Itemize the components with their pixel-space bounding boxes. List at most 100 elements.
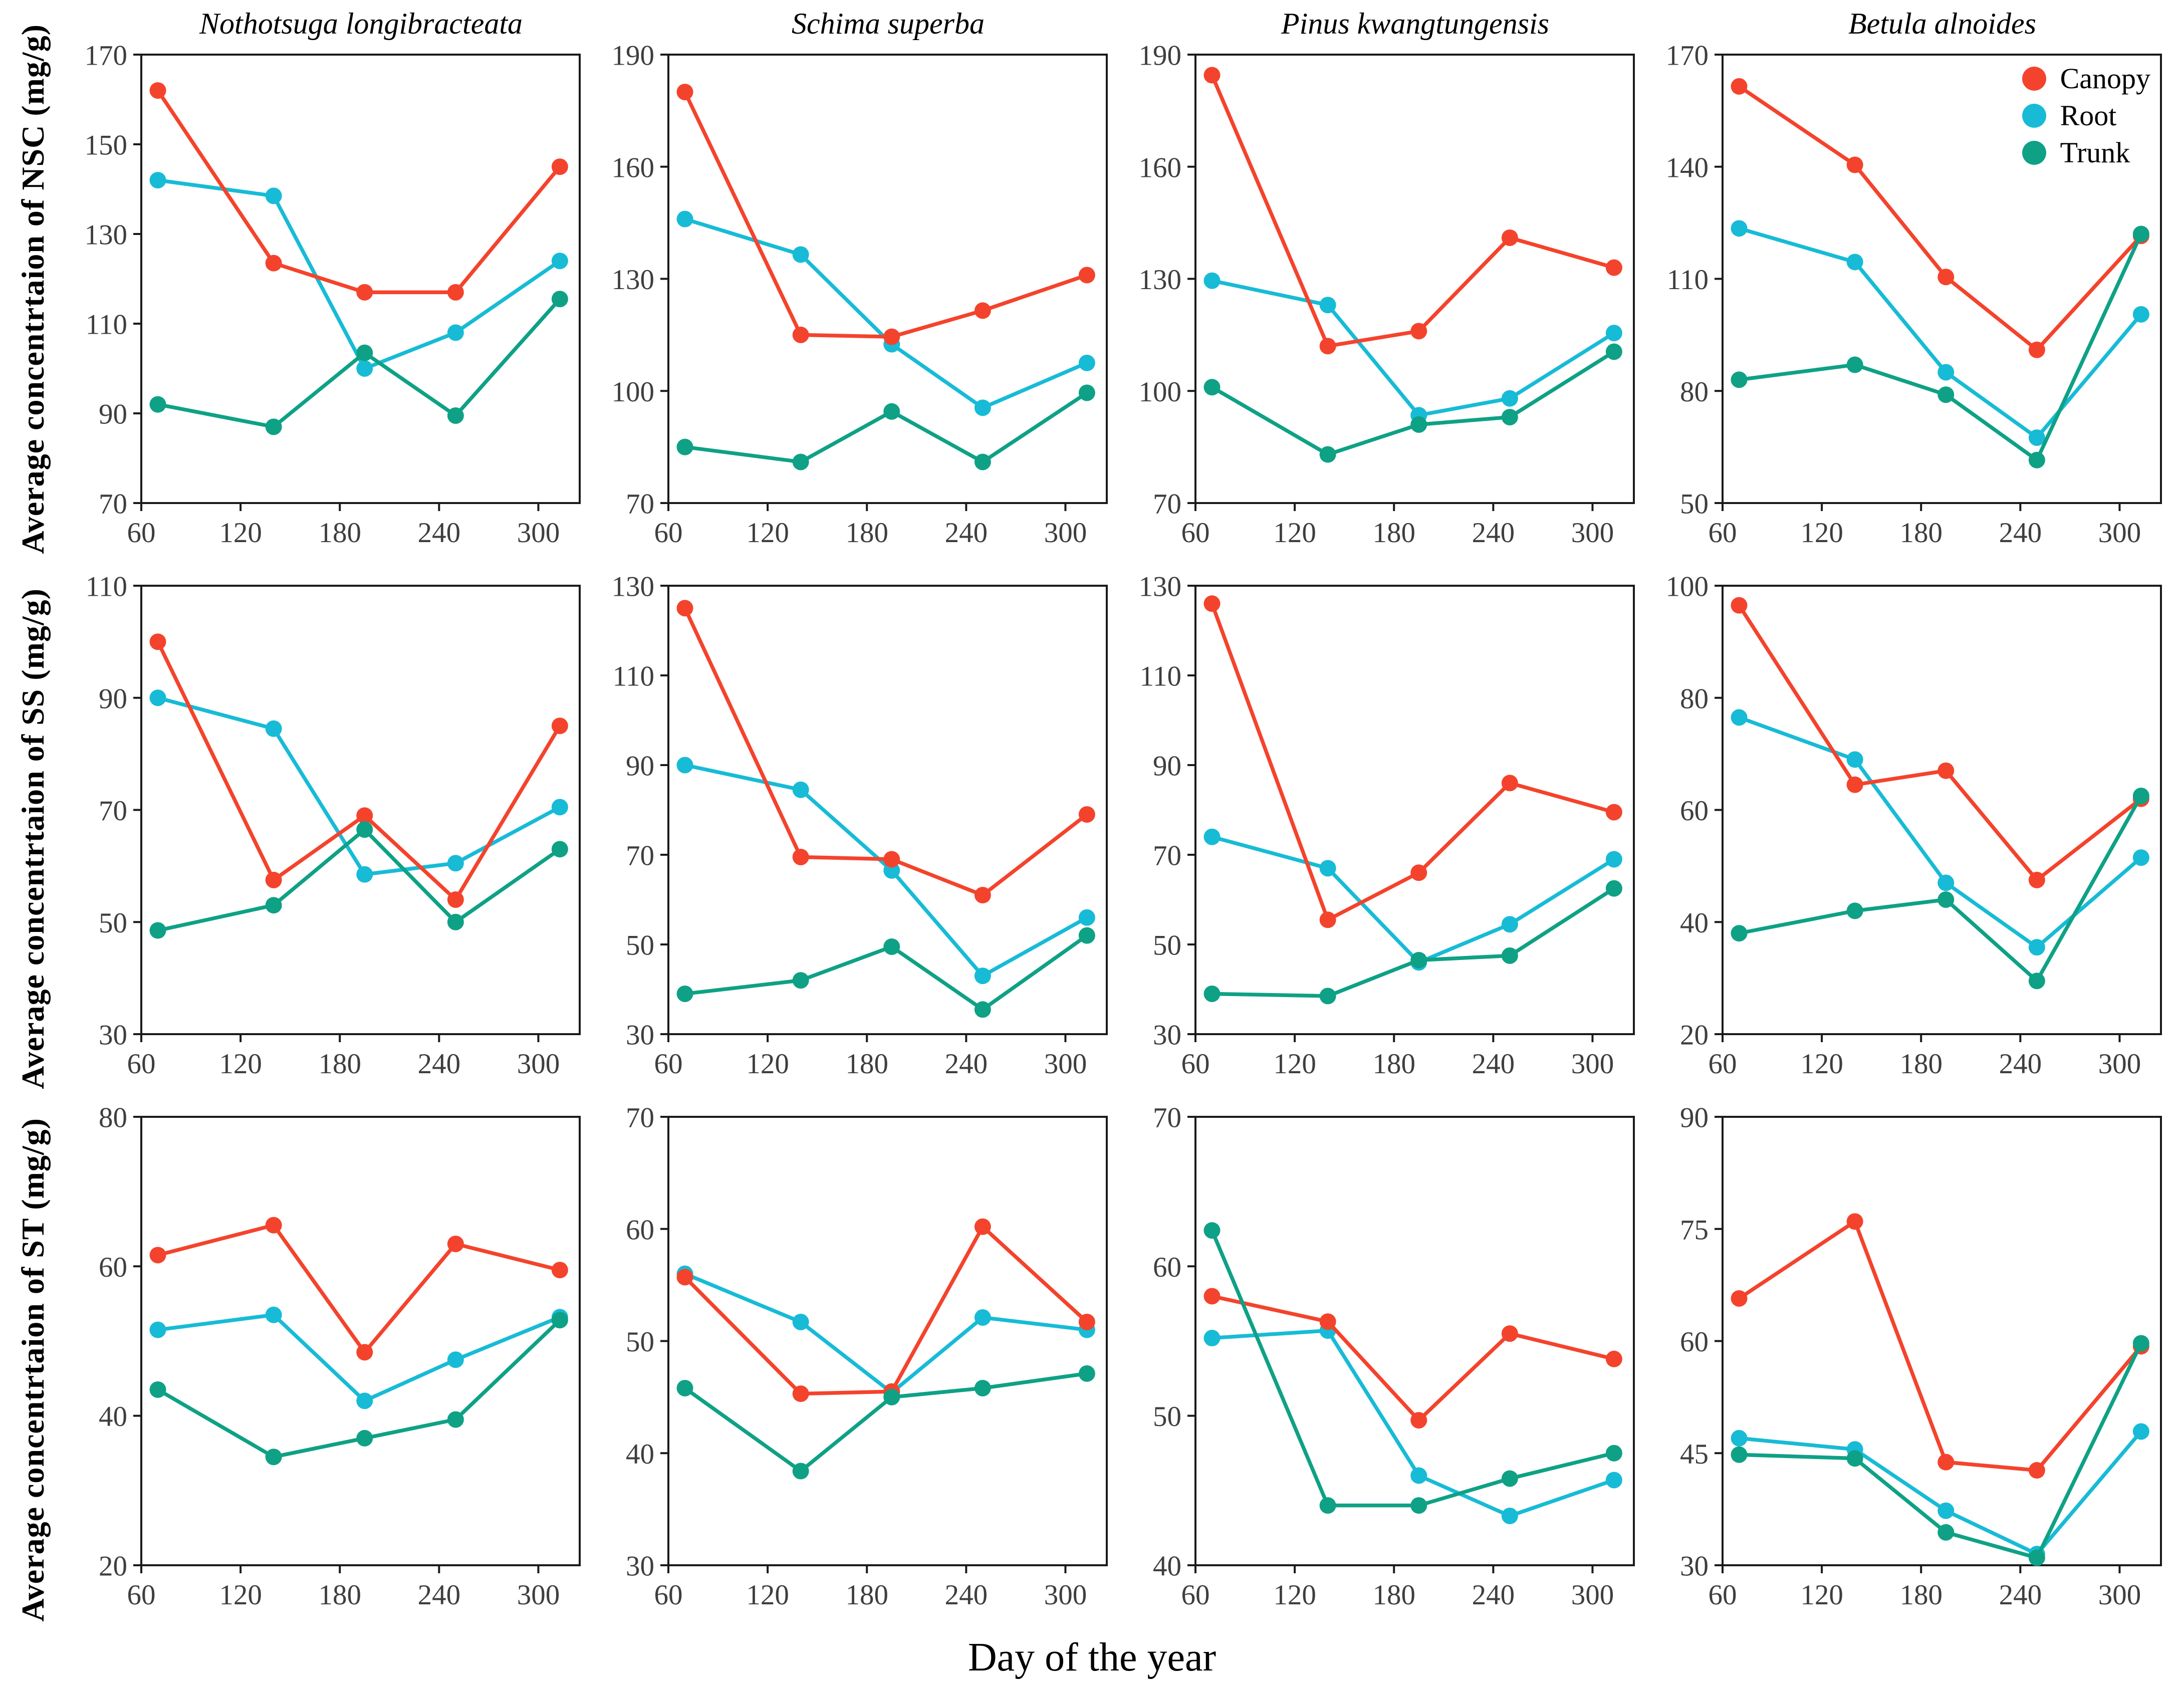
root-point xyxy=(356,360,373,377)
x-tick-label: 240 xyxy=(418,517,461,549)
trunk-point xyxy=(1846,1450,1863,1467)
x-tick-label: 120 xyxy=(1800,1048,1843,1080)
x-tick-label: 60 xyxy=(127,1579,156,1611)
x-tick-label: 60 xyxy=(1181,1048,1210,1080)
y-axis-label-col-st: Average concentrtaion of ST (mg/g) xyxy=(0,1104,66,1635)
canopy-point xyxy=(1731,597,1748,614)
chart-row-nsc: Average concentrtaion of NSC (mg/g) Noth… xyxy=(0,5,2184,573)
canopy-point xyxy=(1410,323,1427,340)
root-point xyxy=(1605,325,1622,342)
y-tick-label: 30 xyxy=(1153,1020,1181,1051)
y-tick-label: 40 xyxy=(1680,907,1709,939)
canopy-point xyxy=(1605,1350,1622,1367)
trunk-point xyxy=(1501,947,1518,964)
root-point xyxy=(2028,939,2045,956)
y-tick-label: 60 xyxy=(1153,1252,1181,1283)
x-tick-label: 300 xyxy=(517,1579,560,1611)
trunk-point xyxy=(551,841,568,858)
trunk-point xyxy=(1846,356,1863,373)
chart-panel-ss-nothotsuga: 30 50 70 90 110 60 120 180 240 300 xyxy=(66,573,593,1104)
trunk-point xyxy=(792,1463,809,1480)
trunk-point xyxy=(1203,379,1221,396)
canopy-point xyxy=(447,1236,464,1253)
root-point xyxy=(1937,874,1955,891)
plot-area: 50 80 110 140 170 60 120 180 240 300 xyxy=(1666,42,2162,549)
x-tick-label: 180 xyxy=(1372,1579,1415,1611)
panel-cell: Nothotsuga longibracteata 70 90 110 130 150 1… xyxy=(66,5,593,573)
root-point xyxy=(792,1313,809,1330)
canopy-point xyxy=(356,1344,373,1361)
canopy-point xyxy=(974,302,991,319)
root-point xyxy=(1078,354,1095,371)
chart-row-st: Average concentrtaion of ST (mg/g) 20 40 6… xyxy=(0,1104,2184,1635)
y-tick-label: 20 xyxy=(1680,1020,1709,1051)
plot-border xyxy=(1722,1116,2162,1566)
y-tick-label: 40 xyxy=(626,1438,654,1470)
x-tick-label: 60 xyxy=(1709,1579,1737,1611)
trunk-point xyxy=(676,438,693,455)
trunk-point xyxy=(974,453,991,470)
y-tick-label: 60 xyxy=(1680,795,1709,827)
canopy-line xyxy=(683,91,1088,339)
trunk-point xyxy=(356,1429,373,1447)
y-tick-label: 90 xyxy=(626,751,654,782)
root-point xyxy=(792,246,809,263)
trunk-line xyxy=(1211,350,1615,456)
trunk-point xyxy=(2028,451,2045,468)
y-tick-label: 110 xyxy=(86,309,127,341)
panel-cell: 30 50 70 90 110 130 60 120 180 240 300 xyxy=(593,573,1120,1104)
canopy-line xyxy=(1738,1220,2143,1473)
y-tick-label: 130 xyxy=(612,264,655,296)
canopy-line xyxy=(1211,1294,1615,1422)
trunk-point xyxy=(2028,973,2045,990)
y-tick-label: 170 xyxy=(85,42,128,72)
canopy-point xyxy=(265,255,282,272)
y-tick-label: 90 xyxy=(99,399,127,430)
root-point xyxy=(1410,1467,1427,1484)
canopy-point xyxy=(1846,776,1863,793)
canopy-point xyxy=(1410,1412,1427,1429)
canopy-point xyxy=(447,891,464,908)
legend-label-root: Root xyxy=(2060,99,2117,132)
trunk-marker-icon xyxy=(2022,141,2046,165)
trunk-point xyxy=(1937,386,1955,403)
root-point xyxy=(551,253,568,270)
root-point xyxy=(1605,1472,1622,1489)
root-point xyxy=(1937,1502,1955,1519)
x-tick-label: 180 xyxy=(1372,1048,1415,1080)
y-tick-label: 80 xyxy=(1680,683,1709,714)
x-tick-label: 240 xyxy=(1999,517,2042,549)
panel-cell: 30 40 50 60 70 60 120 180 240 300 xyxy=(593,1104,1120,1635)
trunk-point xyxy=(974,1001,991,1018)
y-tick-label: 50 xyxy=(626,930,654,962)
root-line xyxy=(1738,715,2142,949)
canopy-point xyxy=(149,1247,166,1264)
y-tick-label: 110 xyxy=(1140,661,1181,692)
y-tick-label: 60 xyxy=(99,1252,127,1283)
y-tick-label: 190 xyxy=(612,42,655,72)
root-point xyxy=(1501,1508,1518,1525)
canopy-point xyxy=(1319,338,1336,355)
trunk-point xyxy=(149,396,166,413)
panel-cell: 20 40 60 80 100 60 120 180 240 300 xyxy=(1647,573,2174,1104)
root-point xyxy=(265,720,282,737)
canopy-point xyxy=(676,600,693,617)
x-tick-label: 120 xyxy=(219,1048,262,1080)
x-tick-label: 60 xyxy=(127,517,156,549)
x-tick-label: 240 xyxy=(945,517,988,549)
y-tick-label: 30 xyxy=(1680,1551,1709,1582)
trunk-point xyxy=(447,913,464,930)
canopy-point xyxy=(447,284,464,301)
y-tick-label: 170 xyxy=(1666,42,1709,72)
root-line xyxy=(1738,226,2143,440)
canopy-point xyxy=(1937,762,1955,779)
x-tick-label: 60 xyxy=(127,1048,156,1080)
canopy-point xyxy=(676,84,693,101)
plot-area: 30 40 50 60 70 60 120 180 240 300 xyxy=(626,1104,1108,1611)
canopy-point xyxy=(1078,1313,1095,1330)
x-tick-label: 240 xyxy=(1999,1579,2042,1611)
legend-item-root: Root xyxy=(2022,101,2150,130)
trunk-point xyxy=(1203,985,1221,1002)
canopy-point xyxy=(883,851,900,868)
plot-area: 30 45 60 75 90 60 120 180 240 300 xyxy=(1680,1104,2162,1611)
